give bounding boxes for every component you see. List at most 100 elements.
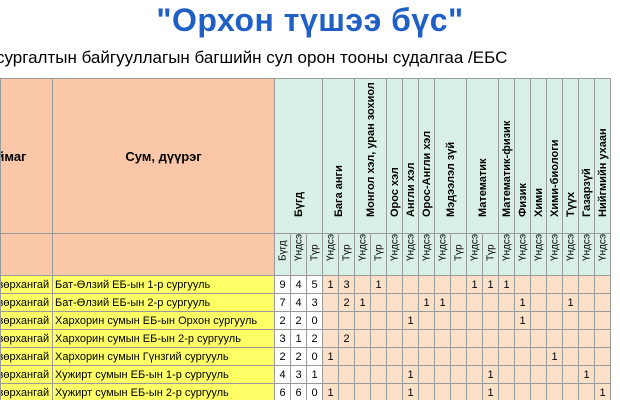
value-cell xyxy=(418,275,435,294)
sum-cell: Бат-Өлзий ЕБ-ын 2-р сургууль xyxy=(52,293,275,312)
value-cell: 4 xyxy=(290,275,307,294)
value-cell xyxy=(418,329,435,348)
value-cell: 1 xyxy=(290,329,307,348)
value-cell: 6 xyxy=(290,383,307,400)
subheader-label: Үндсэн xyxy=(581,233,592,262)
subject-label: Орос-Англи хэл xyxy=(420,130,433,217)
value-cell xyxy=(354,347,371,366)
value-cell xyxy=(322,293,339,312)
sum-cell: Хужирт сумын ЕБ-ын 2-р сургууль xyxy=(52,383,275,400)
value-cell xyxy=(386,383,403,400)
subject-header: Англи хэл xyxy=(402,78,419,234)
subheader-cell: Үндсэн xyxy=(514,233,531,276)
value-cell: 3 xyxy=(290,365,307,384)
subheader-label: Бүгд xyxy=(277,240,288,261)
subject-label: Нийгмийн ухаан xyxy=(596,128,609,217)
subheader-cell: Үндсэн xyxy=(466,233,483,276)
value-cell: 1 xyxy=(482,383,499,400)
value-cell: 2 xyxy=(274,347,291,366)
value-cell xyxy=(514,347,531,366)
value-cell xyxy=(338,383,355,400)
value-cell xyxy=(530,365,547,384)
value-cell xyxy=(562,329,579,348)
value-cell: 7 xyxy=(274,293,291,312)
subheader-cell: Үндсэн xyxy=(594,233,611,276)
value-cell xyxy=(530,383,547,400)
value-cell xyxy=(434,347,451,366)
sum-cell: Хархорин сумын ЕБ-ын 2-р сургууль xyxy=(52,329,275,348)
subheader-label: Үндсэн xyxy=(597,233,608,262)
value-cell xyxy=(498,365,515,384)
subheader-label: Үндсэн xyxy=(421,233,432,262)
value-cell xyxy=(466,365,483,384)
table-row: ӨвөрхангайБат-Өлзий ЕБ-ын 1-р сургууль94… xyxy=(0,275,611,294)
value-cell: 2 xyxy=(290,347,307,366)
subject-header: Бага анги xyxy=(322,78,355,234)
value-cell xyxy=(386,293,403,312)
subject-header: Орос хэл xyxy=(386,78,403,234)
value-cell xyxy=(370,347,387,366)
subject-label: Түүх xyxy=(564,191,577,217)
table-row: ӨвөрхангайХархорин сумын Гүнзгий сургуул… xyxy=(0,347,611,366)
value-cell xyxy=(466,293,483,312)
value-cell: 1 xyxy=(402,365,419,384)
value-cell xyxy=(514,383,531,400)
subject-header: Математик-физик xyxy=(498,78,515,234)
subheader-label: Түр xyxy=(485,244,496,261)
subheader-cell: Үндсэн xyxy=(546,233,563,276)
value-cell xyxy=(450,311,467,330)
value-cell xyxy=(530,329,547,348)
subheader-cell: Үндсэн xyxy=(530,233,547,276)
subheader-cell: Үндсэн xyxy=(434,233,451,276)
value-cell: 1 xyxy=(466,275,483,294)
subheader-cell: Үндсэн xyxy=(418,233,435,276)
value-cell xyxy=(466,329,483,348)
subheader-cell: Үндсэн xyxy=(402,233,419,276)
value-cell xyxy=(482,329,499,348)
value-cell: 1 xyxy=(370,275,387,294)
subject-header: Хими-биологи xyxy=(546,78,563,234)
value-cell xyxy=(450,275,467,294)
value-cell xyxy=(562,383,579,400)
subject-header: Монгол хэл, уран зохиол xyxy=(354,78,387,234)
subheader-label: Үндсэн xyxy=(437,233,448,262)
subject-label: Орос хэл xyxy=(388,167,401,217)
value-cell xyxy=(418,383,435,400)
value-cell xyxy=(514,275,531,294)
header-spacer xyxy=(52,233,275,276)
value-cell xyxy=(482,347,499,366)
header-sum: Сум, дүүрэг xyxy=(52,78,275,234)
value-cell xyxy=(370,293,387,312)
value-cell: 4 xyxy=(274,365,291,384)
value-cell xyxy=(338,365,355,384)
subheader-label: Үндсэн xyxy=(293,233,304,262)
aimag-cell: Өвөрхангай xyxy=(0,293,53,312)
table-row: ӨвөрхангайХужирт сумын ЕБ-ын 1-р сургуул… xyxy=(0,365,611,384)
value-cell xyxy=(546,329,563,348)
value-cell xyxy=(354,383,371,400)
subject-header: Хими xyxy=(530,78,547,234)
subheader-cell: Үндсэн xyxy=(290,233,307,276)
subject-label: Англи хэл xyxy=(404,162,417,217)
subheader-label: Үндсэн xyxy=(389,233,400,262)
value-cell xyxy=(562,275,579,294)
subheader-cell: Түр xyxy=(450,233,467,276)
value-cell xyxy=(546,311,563,330)
value-cell xyxy=(482,293,499,312)
value-cell xyxy=(466,311,483,330)
value-cell xyxy=(322,311,339,330)
value-cell: 4 xyxy=(290,293,307,312)
value-cell: 2 xyxy=(338,293,355,312)
subheader-label: Үндсэн xyxy=(325,233,336,262)
value-cell xyxy=(370,383,387,400)
value-cell xyxy=(386,347,403,366)
header-spacer xyxy=(0,233,53,276)
value-cell: 2 xyxy=(274,311,291,330)
value-cell: 1 xyxy=(498,275,515,294)
value-cell xyxy=(434,329,451,348)
value-cell xyxy=(354,365,371,384)
subject-header: Газарзүй xyxy=(578,78,595,234)
subheader-label: Түр xyxy=(373,244,384,261)
value-cell xyxy=(498,347,515,366)
subject-label: Физик xyxy=(516,183,529,217)
